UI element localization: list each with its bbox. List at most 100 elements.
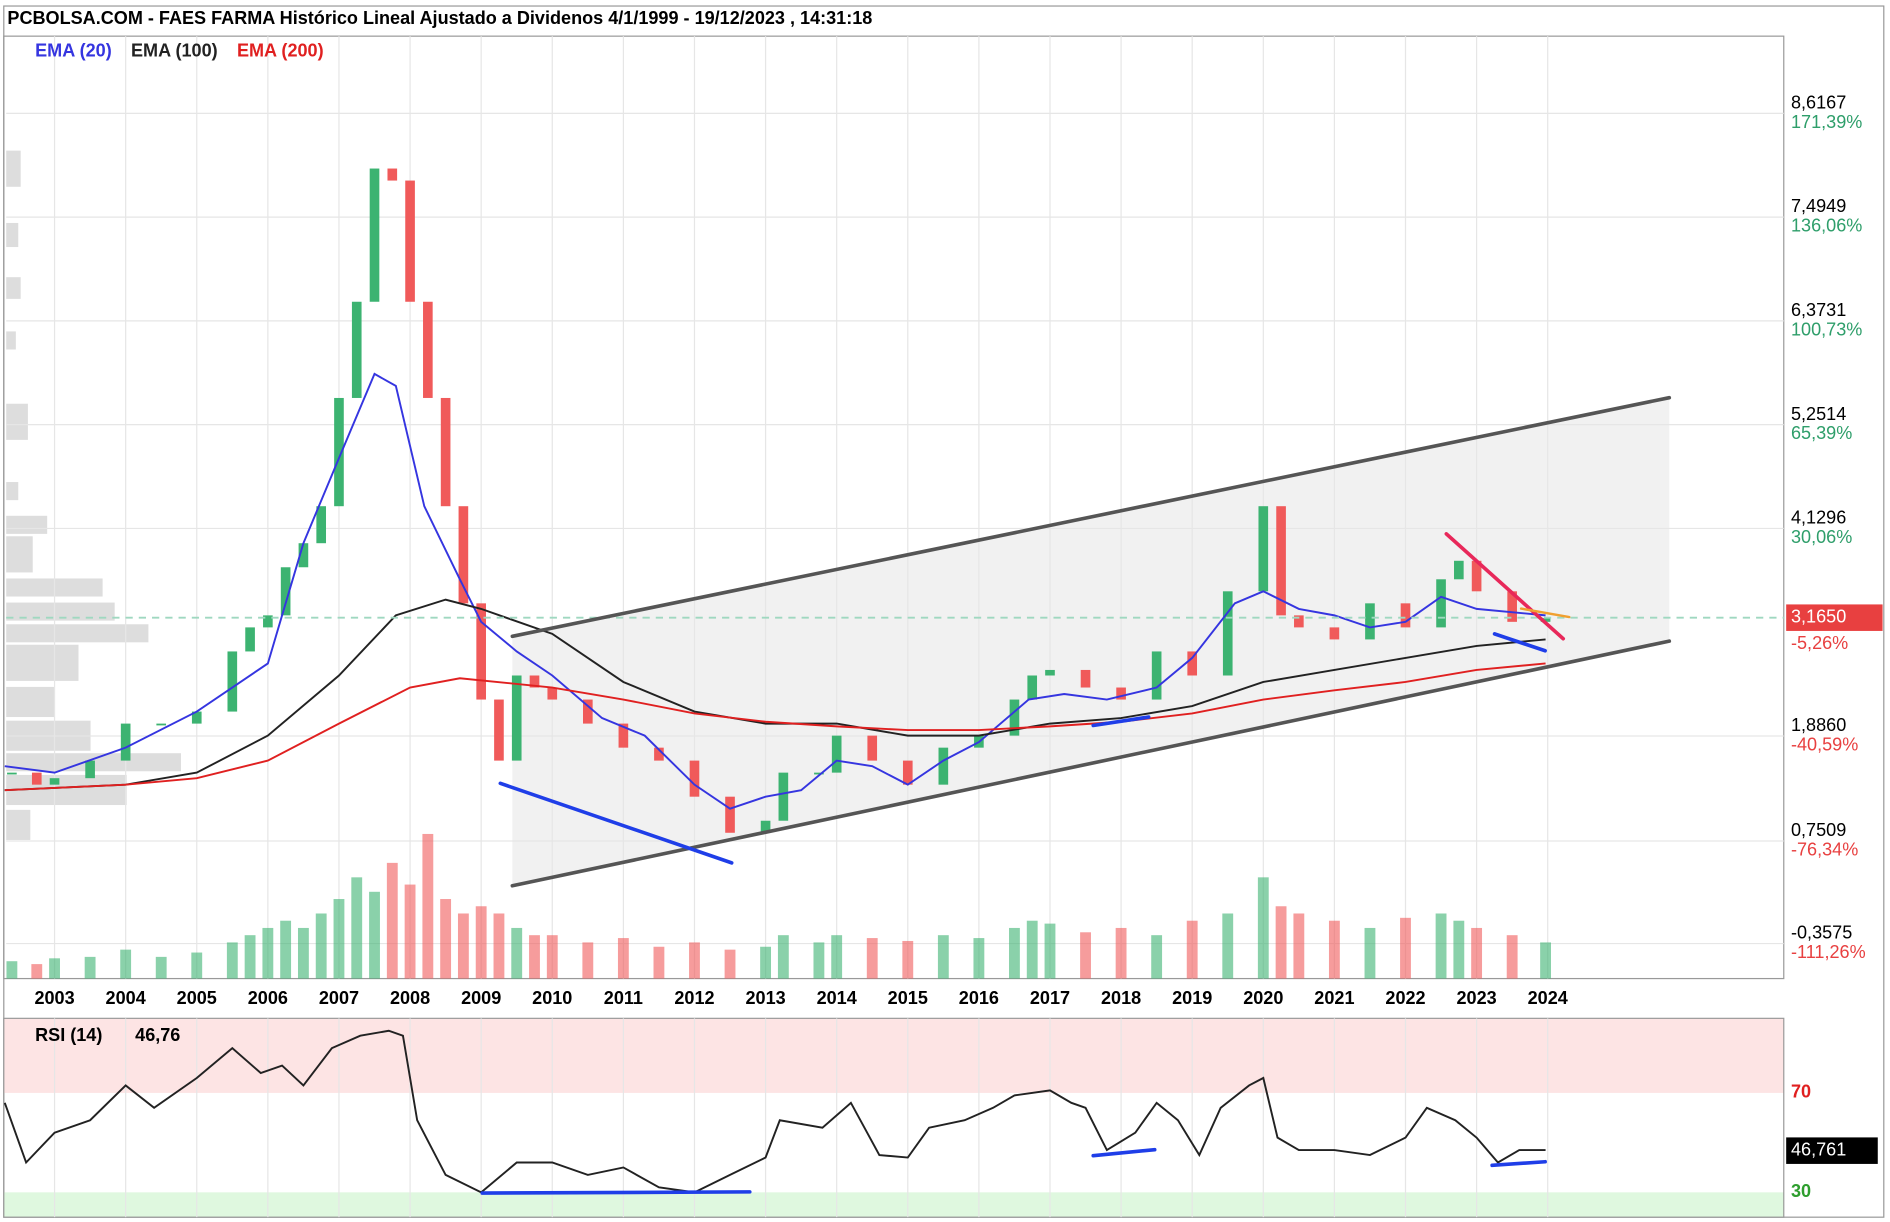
volume-bar [191, 952, 203, 979]
y2-tick-label: -40,59% [1791, 734, 1858, 754]
x-tick-label: 2011 [604, 988, 643, 1008]
candle [1454, 560, 1464, 580]
volume-bar [457, 913, 469, 979]
volume-bar [902, 940, 914, 979]
x-tick-label: 2018 [1101, 988, 1141, 1008]
volume-bar [297, 927, 309, 979]
candle [511, 675, 522, 761]
candle [423, 301, 433, 398]
rsi-panel [3, 1017, 1785, 1218]
candle [263, 615, 273, 628]
volume-bar [440, 899, 452, 979]
candle [760, 820, 771, 833]
candle [1276, 506, 1286, 616]
candle [31, 772, 42, 785]
candle [1507, 591, 1517, 622]
volume-bar [937, 935, 949, 979]
y-tick-label: 0,7509 [1791, 820, 1846, 840]
overbought-zone [3, 1018, 1784, 1093]
volume-bar [1435, 913, 1447, 979]
x-tick-label: 2024 [1528, 988, 1568, 1008]
ema-line [4, 372, 1546, 810]
x-tick-label: 2016 [959, 988, 999, 1008]
candle [867, 735, 878, 761]
y-tick-label: -0,3575 [1791, 923, 1852, 943]
x-tick-label: 2007 [319, 988, 359, 1008]
candle [654, 747, 664, 761]
candle [1151, 651, 1162, 700]
volume-profile [6, 150, 181, 840]
volume-bar [1151, 935, 1163, 979]
y2-tick-label: 100,73% [1791, 319, 1862, 339]
candle [1009, 699, 1020, 736]
last-price-box [1786, 604, 1883, 631]
candle [1080, 669, 1091, 688]
legend-entry: EMA (20) [35, 41, 112, 61]
candle [1471, 560, 1482, 592]
volume-bar [689, 942, 700, 979]
candle [405, 180, 415, 302]
candle [387, 168, 398, 181]
volume-bar [546, 935, 558, 979]
volume-bar [1080, 932, 1091, 979]
volume-bar [244, 935, 256, 979]
volume-bar [866, 938, 878, 979]
volume-bar [1115, 927, 1127, 979]
y-tick-label: 30 [1791, 1181, 1811, 1201]
candle [814, 772, 824, 775]
volume-bar [724, 949, 736, 979]
x-tick-label: 2023 [1457, 988, 1497, 1008]
drawings [480, 395, 1672, 1195]
candle [689, 760, 700, 797]
volume-bar [1009, 927, 1020, 979]
volume-bar [1540, 942, 1551, 979]
y-tick-label: 7,4949 [1791, 196, 1846, 216]
volume-bar [1506, 935, 1518, 979]
x-tick-label: 2004 [106, 988, 146, 1008]
volume-bar [404, 884, 416, 979]
y2-tick-label: 171,39% [1791, 112, 1862, 132]
candle [280, 567, 291, 616]
candle [85, 760, 95, 779]
y2-tick-label: 30,06% [1791, 527, 1852, 547]
candle [831, 735, 842, 773]
y2-tick-label: -111,26% [1791, 942, 1866, 962]
x-tick-label: 2012 [674, 988, 714, 1008]
y-tick-label: 5,2514 [1791, 404, 1846, 424]
legend-entry: EMA (100) [131, 41, 218, 61]
volume-bar [1026, 920, 1038, 979]
volume-bar [351, 877, 363, 979]
volume-bar [653, 946, 665, 979]
last-price-label: 3,1650 [1791, 606, 1846, 626]
volume-bar [1471, 927, 1483, 979]
rsi-line [3, 1029, 1546, 1194]
volume-bar [777, 935, 789, 979]
volume-bar [1293, 913, 1305, 979]
volume-bar [493, 913, 505, 979]
volume-bar [262, 927, 274, 979]
rsi-name: RSI (14) [35, 1025, 102, 1045]
candle [1540, 618, 1551, 622]
volume-bar [831, 935, 843, 979]
y-tick-label: 6,3731 [1791, 300, 1846, 320]
x-tick-label: 2014 [817, 988, 857, 1008]
candle [725, 796, 735, 833]
volume-bar [973, 938, 985, 979]
x-tick-label: 2022 [1385, 988, 1425, 1008]
volume-bar [386, 862, 398, 979]
volume-bar [280, 920, 292, 979]
chart-title: PCBOLSA.COM - FAES FARMA Histórico Linea… [7, 8, 872, 28]
volume-bar [1453, 920, 1465, 979]
y-tick-label: 70 [1791, 1082, 1811, 1102]
y2-tick-label: 65,39% [1791, 423, 1852, 443]
y-tick-label: 1,8860 [1791, 715, 1846, 735]
candle [1258, 506, 1269, 592]
x-tick-label: 2013 [745, 988, 785, 1008]
x-tick-label: 2020 [1243, 988, 1283, 1008]
volume-bar [511, 927, 523, 979]
rsi-value: 46,76 [135, 1025, 180, 1045]
x-tick-label: 2006 [248, 988, 288, 1008]
candle [1294, 615, 1304, 628]
last-change-label: -5,26% [1791, 633, 1848, 653]
y2-tick-label: -76,34% [1791, 839, 1858, 859]
